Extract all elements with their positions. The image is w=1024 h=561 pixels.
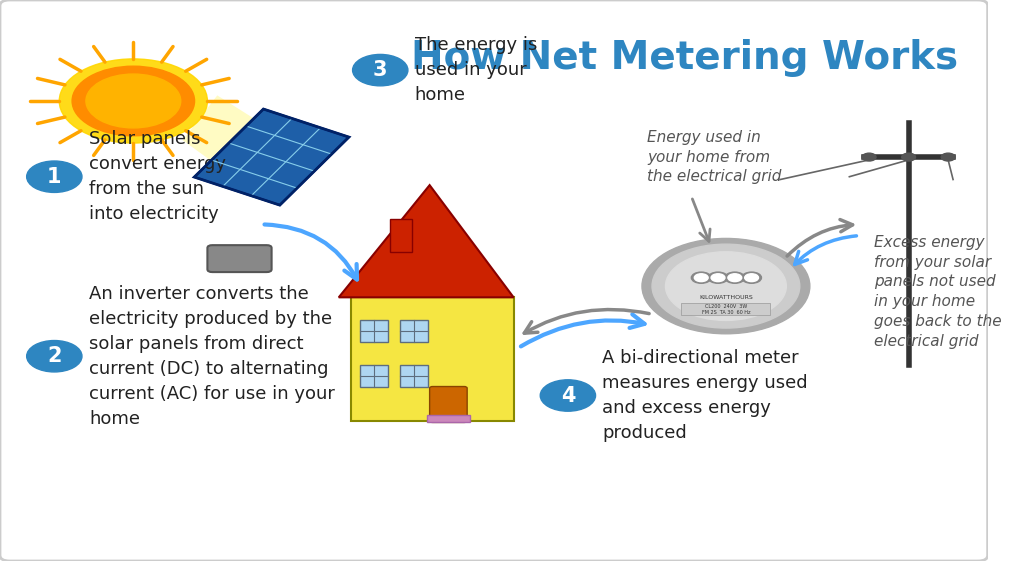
Text: A bi-directional meter
measures energy used
and excess energy
produced: A bi-directional meter measures energy u… — [602, 349, 808, 442]
Circle shape — [711, 274, 725, 282]
Circle shape — [694, 274, 709, 282]
FancyBboxPatch shape — [400, 320, 428, 342]
FancyBboxPatch shape — [430, 387, 467, 422]
Circle shape — [666, 252, 786, 320]
Circle shape — [691, 272, 711, 283]
Text: 1: 1 — [47, 167, 61, 187]
Text: 2: 2 — [47, 346, 61, 366]
Circle shape — [652, 244, 800, 328]
Circle shape — [27, 341, 82, 372]
Text: Excess energy
from your solar
panels not used
in your home
goes back to the
elec: Excess energy from your solar panels not… — [874, 234, 1001, 349]
Text: KILOWATTHOURS: KILOWATTHOURS — [699, 295, 753, 300]
FancyBboxPatch shape — [208, 245, 271, 272]
Circle shape — [709, 272, 728, 283]
FancyBboxPatch shape — [681, 303, 770, 315]
Polygon shape — [195, 109, 349, 205]
Text: Solar panels
convert energy
from the sun
into electricity: Solar panels convert energy from the sun… — [89, 130, 226, 223]
Text: Energy used in
your home from
the electrical grid: Energy used in your home from the electr… — [647, 130, 781, 185]
Text: 4: 4 — [561, 385, 575, 406]
FancyBboxPatch shape — [360, 365, 388, 387]
Circle shape — [728, 274, 741, 282]
Text: The energy is
used in your
home: The energy is used in your home — [415, 36, 538, 104]
Circle shape — [741, 272, 762, 283]
FancyBboxPatch shape — [360, 320, 388, 342]
Text: An inverter converts the
electricity produced by the
solar panels from direct
cu: An inverter converts the electricity pro… — [89, 285, 335, 427]
Circle shape — [902, 153, 915, 161]
Circle shape — [27, 161, 82, 192]
FancyBboxPatch shape — [350, 297, 514, 421]
Text: 3: 3 — [373, 60, 387, 80]
Circle shape — [541, 380, 596, 411]
Text: How Net Metering Works: How Net Metering Works — [411, 39, 958, 77]
Circle shape — [744, 274, 759, 282]
Text: CL200  240V  3W
FM 2S  TA 30  60 Hz: CL200 240V 3W FM 2S TA 30 60 Hz — [701, 304, 751, 315]
FancyBboxPatch shape — [400, 365, 428, 387]
Circle shape — [352, 54, 408, 86]
Circle shape — [86, 74, 181, 128]
Circle shape — [862, 153, 877, 161]
Circle shape — [72, 66, 195, 136]
Circle shape — [642, 238, 810, 334]
Circle shape — [59, 59, 208, 143]
FancyBboxPatch shape — [390, 219, 412, 252]
Polygon shape — [182, 95, 306, 180]
Circle shape — [941, 153, 955, 161]
Circle shape — [725, 272, 744, 283]
FancyBboxPatch shape — [0, 0, 987, 561]
FancyBboxPatch shape — [427, 415, 470, 422]
Polygon shape — [339, 185, 514, 297]
